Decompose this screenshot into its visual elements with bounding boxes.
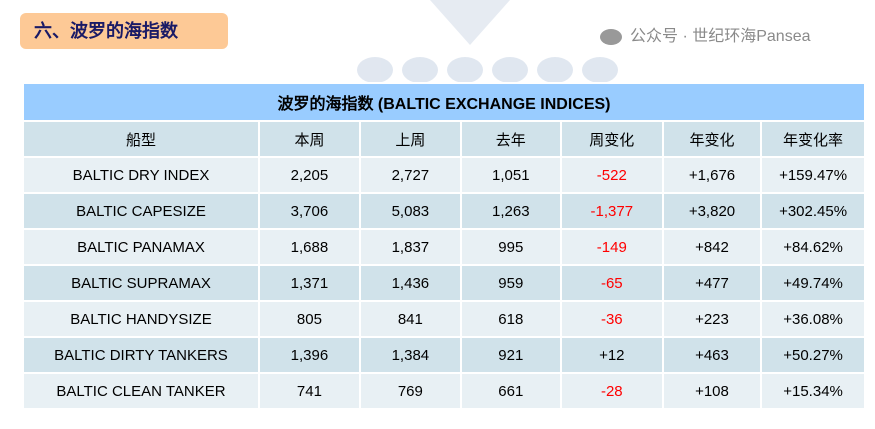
table-cell: +108 <box>661 372 763 410</box>
table-cell: 1,384 <box>358 336 462 374</box>
table-cell: 661 <box>459 372 562 410</box>
table-cell: 5,083 <box>358 192 462 230</box>
table-cell: +842 <box>661 228 763 266</box>
table-row: BALTIC CLEAN TANKER 741 769 661 -28 +108 +15.3… <box>22 372 866 410</box>
table-cell: BALTIC DRY INDEX <box>22 156 260 194</box>
table-cell: +223 <box>661 300 763 338</box>
section-title: 六、波罗的海指数 <box>20 13 228 49</box>
table-cell: 959 <box>459 264 562 302</box>
table-cell: 3,706 <box>257 192 361 230</box>
table-cell: +463 <box>661 336 763 374</box>
table-cell: 1,688 <box>257 228 361 266</box>
table-row: BALTIC HANDYSIZE 805 841 618 -36 +223 +36.08% <box>22 300 866 338</box>
table-cell: BALTIC SUPRAMAX <box>22 264 260 302</box>
logo-watermark-shape <box>430 0 510 45</box>
table-cell: 1,051 <box>459 156 562 194</box>
table-cell: BALTIC HANDYSIZE <box>22 300 260 338</box>
column-header: 年变化 <box>661 120 763 158</box>
table-cell: 1,436 <box>358 264 462 302</box>
table-cell: +12 <box>559 336 664 374</box>
table-cell: 805 <box>257 300 361 338</box>
table-row: BALTIC PANAMAX 1,688 1,837 995 -149 +842 +84.6… <box>22 228 866 266</box>
table-cell: 1,263 <box>459 192 562 230</box>
table-cell: +15.34% <box>760 372 866 410</box>
table-cell: 1,837 <box>358 228 462 266</box>
table-cell: +49.74% <box>760 264 866 302</box>
table-cell: +50.27% <box>760 336 866 374</box>
table-cell: -36 <box>559 300 664 338</box>
column-header: 周变化 <box>559 120 664 158</box>
table-row: BALTIC DIRTY TANKERS 1,396 1,384 921 +12 +463… <box>22 336 866 374</box>
table-cell: BALTIC DIRTY TANKERS <box>22 336 260 374</box>
table-cell: +84.62% <box>760 228 866 266</box>
wechat-icon <box>600 28 622 45</box>
table-cell: +302.45% <box>760 192 866 230</box>
table-cell: 921 <box>459 336 562 374</box>
column-header: 本周 <box>257 120 361 158</box>
column-header: 船型 <box>22 120 260 158</box>
table-cell: 2,205 <box>257 156 361 194</box>
table-cell: 741 <box>257 372 361 410</box>
table-cell: -149 <box>559 228 664 266</box>
table-cell: 769 <box>358 372 462 410</box>
table-title: 波罗的海指数 (BALTIC EXCHANGE INDICES) <box>22 82 866 122</box>
table-row: BALTIC SUPRAMAX 1,371 1,436 959 -65 +477 +49.7… <box>22 264 866 302</box>
table-cell: 995 <box>459 228 562 266</box>
table-cell: -28 <box>559 372 664 410</box>
table-cell: +1,676 <box>661 156 763 194</box>
footer-watermark: 公众号 · 世纪环海Pansea <box>600 22 811 46</box>
logo-watermark <box>357 57 618 83</box>
table-row: BALTIC CAPESIZE 3,706 5,083 1,263 -1,377 +3,8… <box>22 192 866 230</box>
table-cell: 841 <box>358 300 462 338</box>
table-cell: 2,727 <box>358 156 462 194</box>
table-cell: +477 <box>661 264 763 302</box>
column-header: 年变化率 <box>760 120 866 158</box>
table-cell: -522 <box>559 156 664 194</box>
table-cell: BALTIC PANAMAX <box>22 228 260 266</box>
table-row: BALTIC DRY INDEX 2,205 2,727 1,051 -522 +1,67… <box>22 156 866 194</box>
table-cell: -1,377 <box>559 192 664 230</box>
table-cell: 618 <box>459 300 562 338</box>
table-cell: +36.08% <box>760 300 866 338</box>
baltic-index-table: 波罗的海指数 (BALTIC EXCHANGE INDICES) 船型 本周 上周去… <box>22 82 866 410</box>
table-cell: 1,396 <box>257 336 361 374</box>
table-cell: BALTIC CLEAN TANKER <box>22 372 260 410</box>
table-cell: +3,820 <box>661 192 763 230</box>
table-cell: +159.47% <box>760 156 866 194</box>
column-header: 去年 <box>459 120 562 158</box>
footer-watermark-text: 公众号 · 世纪环海Pansea <box>630 28 811 45</box>
table-cell: 1,371 <box>257 264 361 302</box>
column-header: 上周 <box>358 120 462 158</box>
table-cell: -65 <box>559 264 664 302</box>
table-cell: BALTIC CAPESIZE <box>22 192 260 230</box>
